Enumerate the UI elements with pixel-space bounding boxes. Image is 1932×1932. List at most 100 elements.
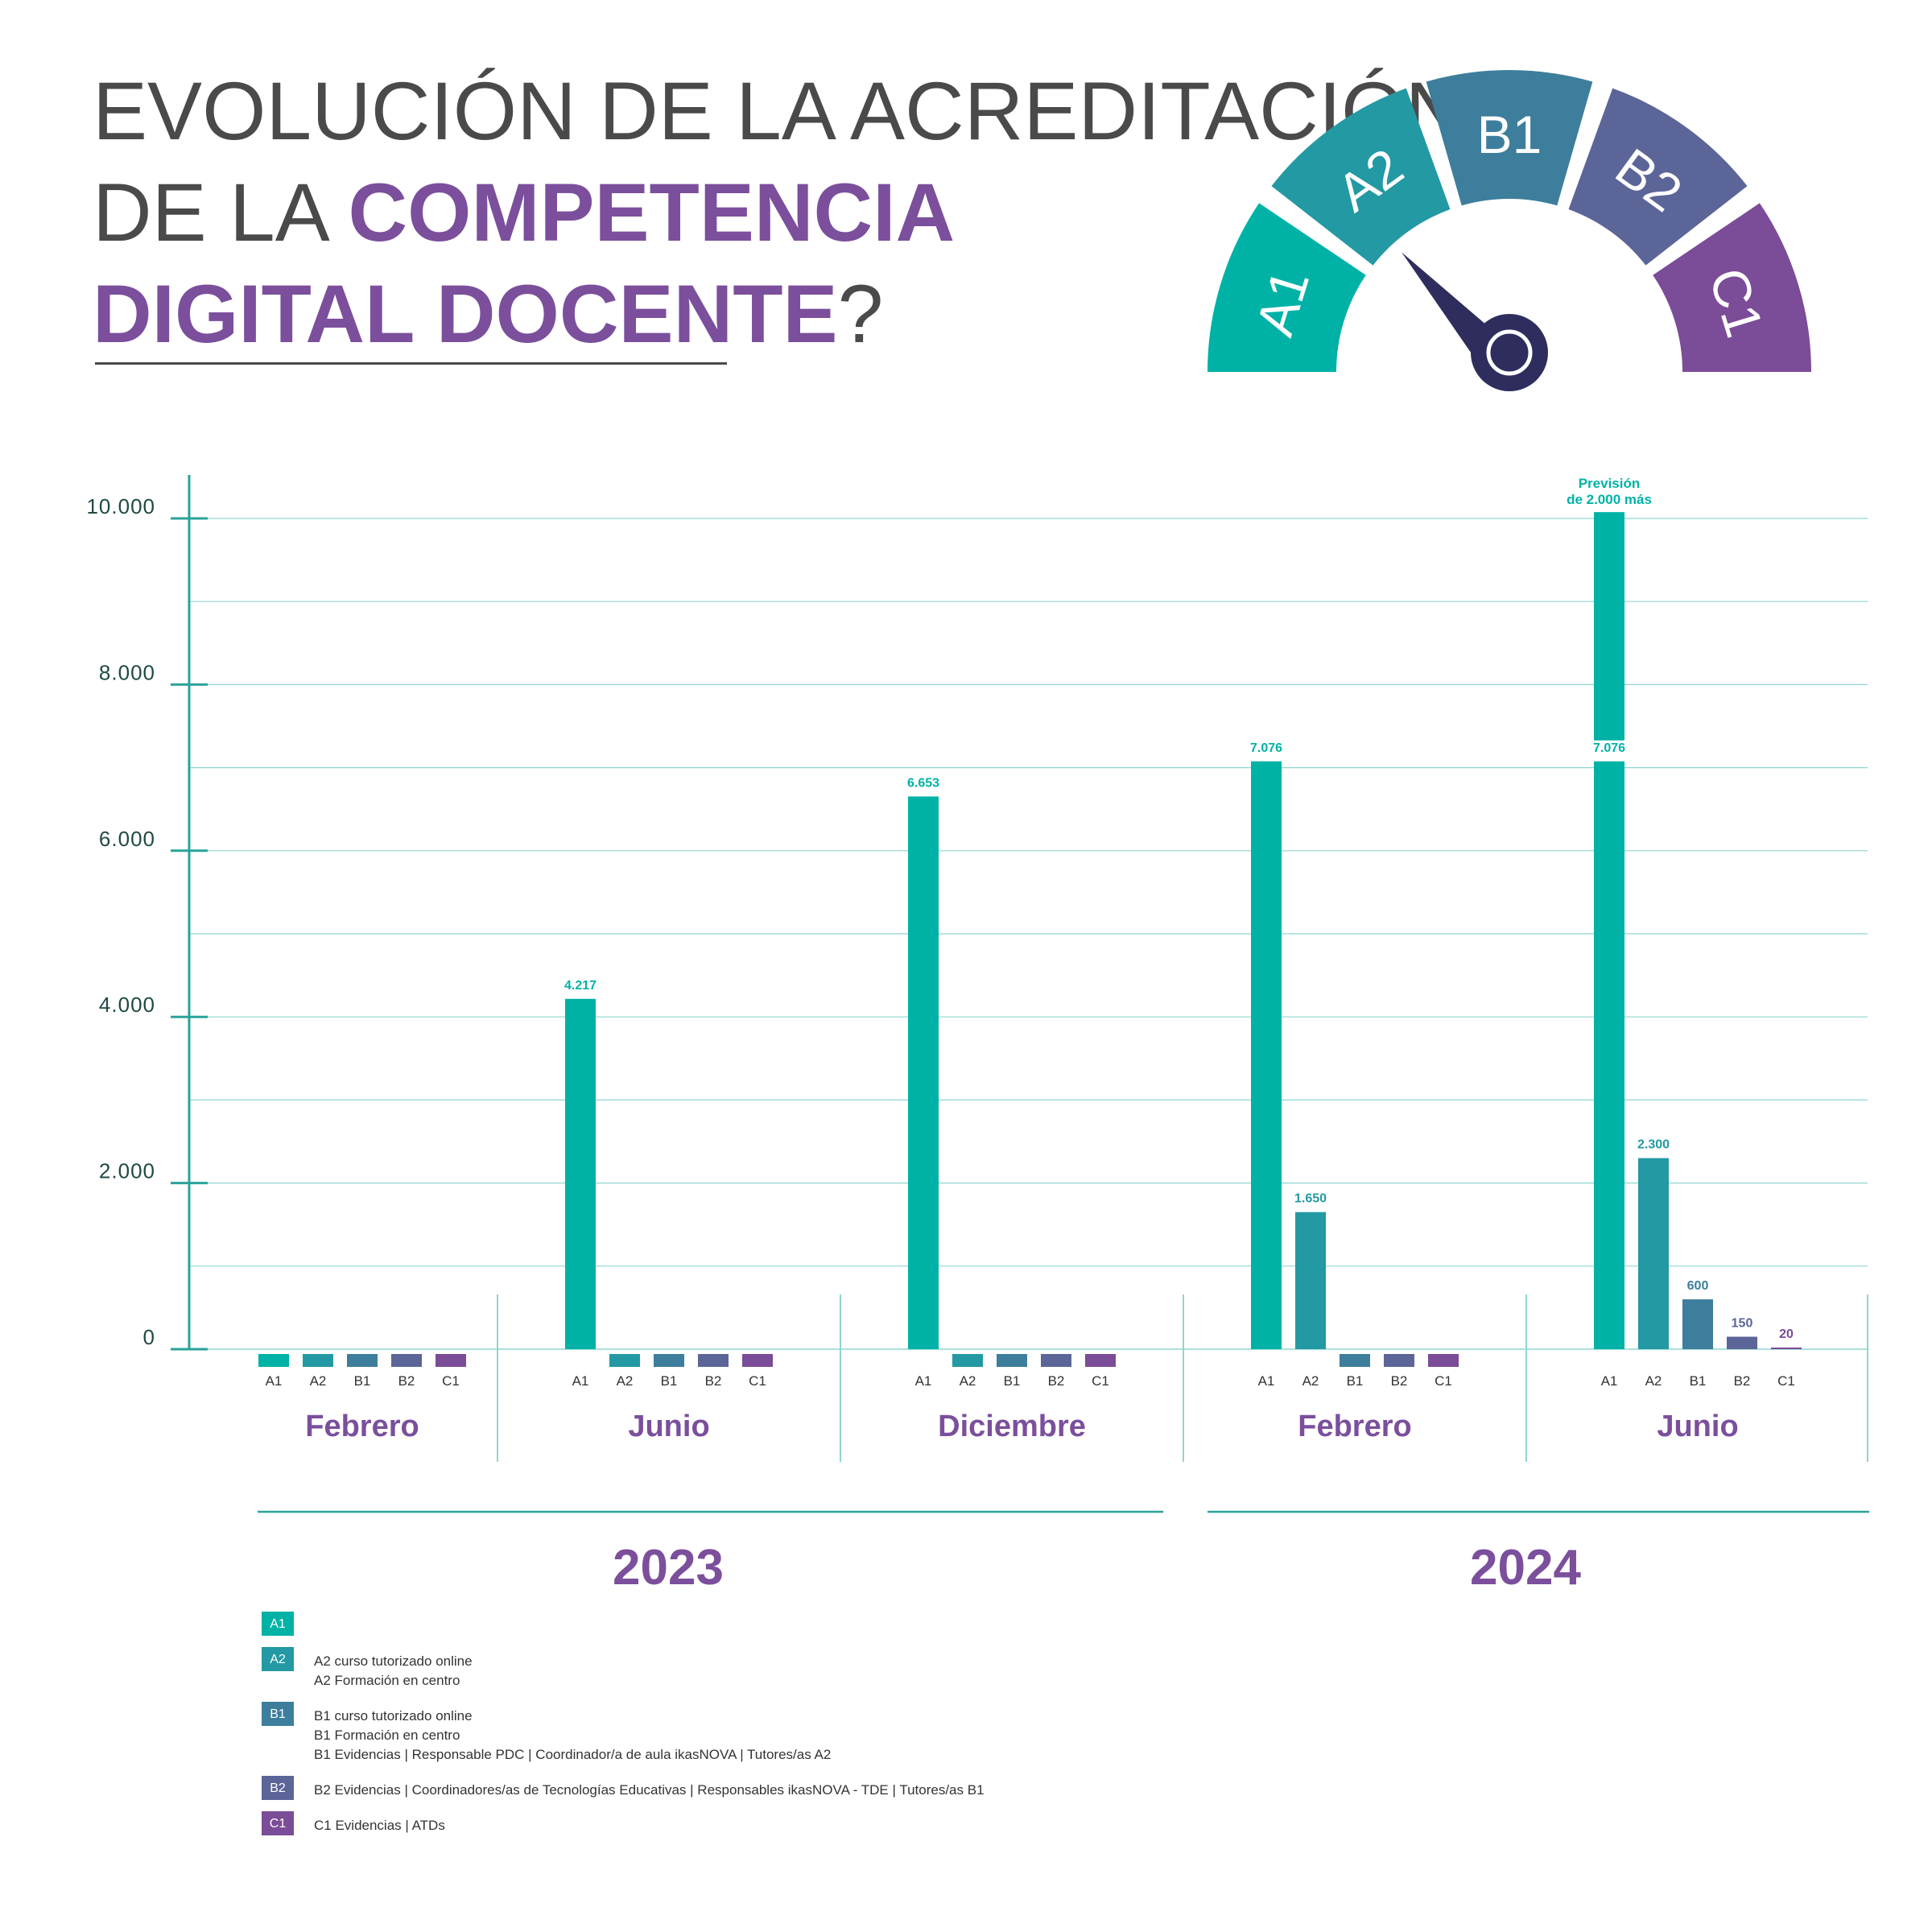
legend-item-a2: A2 A2 curso tutorizado online A2 Formación… (262, 1647, 985, 1690)
title-highlight-competencia: COMPETENCIA (348, 167, 956, 258)
legend-item-b2: B2 B2 Evidencias | Coordinadores/as de Te… (262, 1776, 985, 1800)
legend: A1 A2 A2 curso tutorizado online A2 Formaci… (262, 1612, 985, 1847)
title-underline (95, 362, 727, 365)
month-label: Junio (628, 1410, 709, 1443)
page-title: EVOLUCIÓN DE LA ACREDITACIÓN DE LA COMPE… (93, 60, 1464, 365)
data-label: 6.653 (907, 776, 939, 790)
y-tick-label: 4.000 (99, 993, 155, 1017)
x-level-label: B1 (661, 1373, 678, 1389)
x-level-label: B2 (1048, 1373, 1065, 1389)
data-label: 600 (1687, 1279, 1709, 1293)
x-level-label: A2 (310, 1373, 327, 1389)
month-label: Febrero (305, 1410, 419, 1443)
gauge-needle-hub (1471, 314, 1548, 391)
bar-diciembre-2023-a1 (908, 796, 939, 1349)
legend-description: C1 Evidencias | ATDs (314, 1811, 985, 1835)
x-level-label: B1 (1004, 1373, 1021, 1389)
data-label: 150 (1732, 1317, 1753, 1331)
x-level-label: C1 (1092, 1373, 1109, 1389)
data-label: 2.300 (1637, 1138, 1670, 1152)
x-level-label: B2 (398, 1373, 415, 1389)
legend-line: C1 Evidencias | ATDs (314, 1818, 445, 1833)
data-label: 1.650 (1294, 1192, 1327, 1206)
x-level-label: A1 (1258, 1373, 1275, 1389)
bar-zero-febrero-2023-b2 (391, 1354, 422, 1367)
bar-zero-febrero-2024-b2 (1384, 1354, 1414, 1367)
bar-zero-febrero-2023-a2 (303, 1354, 333, 1367)
forecast-label-line-1: Previsión (1579, 476, 1641, 491)
bar-zero-junio-2023-a2 (609, 1354, 640, 1367)
bar-forecast-extra (1594, 512, 1624, 741)
month-label: Diciembre (938, 1410, 1086, 1443)
gauge-label-b1: B1 (1477, 105, 1542, 164)
legend-line: B1 curso tutorizado online (314, 1708, 473, 1724)
bar-zero-diciembre-2023-a2 (952, 1354, 983, 1367)
bar-zero-febrero-2023-b1 (347, 1354, 378, 1367)
bar-zero-febrero-2024-c1 (1428, 1354, 1459, 1367)
bar-zero-diciembre-2023-b1 (997, 1354, 1027, 1367)
legend-swatch: A1 (262, 1612, 294, 1636)
bar-febrero-2024-a1 (1251, 761, 1282, 1349)
x-level-label: A2 (1302, 1373, 1319, 1389)
gauge-segment-b1 (1426, 70, 1593, 206)
legend-description: B2 Evidencias | Coordinadores/as de Tecn… (314, 1776, 985, 1800)
legend-description: B1 curso tutorizado online B1 Formación e… (314, 1702, 985, 1765)
y-tick-label: 6.000 (99, 827, 155, 851)
legend-line: B2 Evidencias | Coordinadores/as de Tecn… (314, 1782, 985, 1798)
gauge-segment-a2 (1271, 88, 1451, 266)
bar-zero-junio-2023-b2 (698, 1354, 729, 1367)
x-level-label: C1 (1435, 1373, 1452, 1389)
legend-swatch: B1 (262, 1702, 294, 1726)
bar-zero-febrero-2023-a1 (258, 1354, 289, 1367)
gauge-segment-c1 (1653, 203, 1811, 372)
bar-febrero-2024-a2 (1295, 1212, 1326, 1349)
x-level-label: B1 (354, 1373, 371, 1389)
data-label: 7.076 (1593, 741, 1625, 755)
legend-line: B1 Evidencias | Responsable PDC | Coordi… (314, 1747, 832, 1762)
bar-zero-diciembre-2023-c1 (1085, 1354, 1116, 1367)
bar-junio-2024-b2 (1727, 1336, 1757, 1349)
bar-zero-junio-2023-c1 (742, 1354, 773, 1367)
legend-line: A2 curso tutorizado online (314, 1653, 473, 1669)
bar-zero-junio-2023-b1 (654, 1354, 684, 1367)
x-level-label: C1 (749, 1373, 766, 1389)
x-level-label: A1 (915, 1373, 932, 1389)
bar-zero-febrero-2023-c1 (436, 1354, 466, 1367)
legend-item-c1: C1 C1 Evidencias | ATDs (262, 1811, 985, 1835)
legend-swatch: A2 (262, 1647, 294, 1671)
x-level-label: B1 (1347, 1373, 1364, 1389)
data-label: 20 (1779, 1327, 1794, 1341)
legend-line: B1 Formación en centro (314, 1728, 460, 1743)
month-label: Junio (1657, 1410, 1738, 1443)
legend-line: A2 Formación en centro (314, 1673, 460, 1688)
legend-swatch: B2 (262, 1776, 294, 1800)
x-level-label: B2 (1734, 1373, 1751, 1389)
x-level-label: B1 (1690, 1373, 1707, 1389)
title-line-1: EVOLUCIÓN DE LA ACREDITACIÓN (93, 65, 1465, 157)
legend-item-b1: B1 B1 curso tutorizado online B1 Formación… (262, 1702, 985, 1765)
title-highlight-digital-docente: DIGITAL DOCENTE (93, 268, 838, 360)
y-tick-label: 2.000 (99, 1159, 155, 1183)
x-level-label: A2 (1645, 1373, 1662, 1389)
forecast-label-line-2: de 2.000 más (1567, 492, 1652, 507)
x-level-label: C1 (442, 1373, 460, 1389)
x-level-label: B2 (705, 1373, 722, 1389)
bar-junio-2024-a1 (1594, 761, 1624, 1349)
data-label: 4.217 (564, 979, 597, 993)
title-line-2-prefix: DE LA (93, 167, 349, 258)
x-level-label: C1 (1777, 1373, 1795, 1389)
x-level-label: B2 (1391, 1373, 1408, 1389)
y-tick-label: 0 (143, 1325, 155, 1349)
legend-description: A2 curso tutorizado online A2 Formación e… (314, 1647, 985, 1690)
bar-zero-diciembre-2023-b2 (1041, 1354, 1071, 1367)
year-label-2023: 2023 (613, 1540, 724, 1596)
legend-description (314, 1612, 985, 1616)
x-level-label: A1 (572, 1373, 589, 1389)
y-tick-label: 10.000 (86, 494, 155, 518)
title-question-mark: ? (837, 268, 884, 360)
gauge-segment-b2 (1568, 88, 1748, 266)
month-label: Febrero (1298, 1410, 1411, 1443)
data-label: 7.076 (1250, 741, 1282, 755)
y-tick-label: 8.000 (99, 660, 155, 684)
